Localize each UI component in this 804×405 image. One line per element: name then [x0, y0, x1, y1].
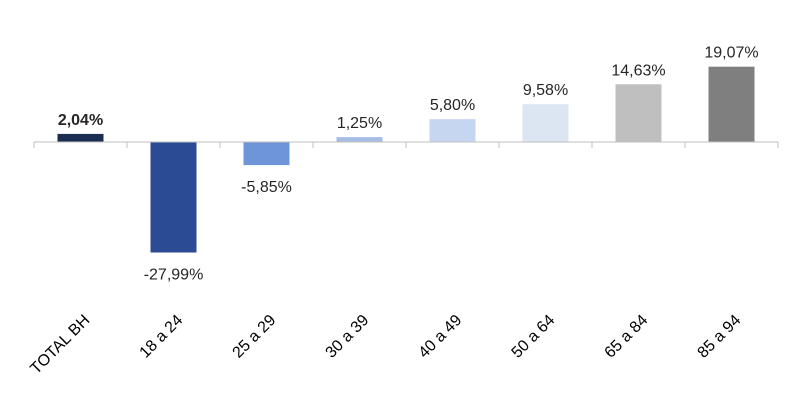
value-label-2: -27,99%	[144, 267, 204, 284]
value-label-3: -5,85%	[241, 179, 292, 196]
tick-label-2: 18 a 24	[137, 312, 187, 362]
bar-7	[615, 84, 662, 142]
tick-label-6: 50 a 64	[509, 312, 559, 362]
value-label-5: 5,80%	[430, 97, 475, 114]
tick-label-7: 65 a 84	[602, 312, 652, 362]
value-label-7: 14,63%	[611, 62, 665, 79]
value-label-4: 1,25%	[337, 115, 382, 132]
bar-8	[708, 66, 755, 142]
x-axis	[33, 141, 779, 148]
tick-label-1: TOTAL BH	[27, 312, 93, 378]
value-labels-group: 2,04% -27,99% -5,85% 1,25% 5,80% 9,58% 14,63% 1…	[58, 45, 759, 284]
bar-2	[150, 142, 197, 253]
bar-5	[429, 119, 476, 142]
tick-labels-group: TOTAL BH 18 a 24 25 a 29 30 a 39 40 a 49 50 a…	[27, 312, 744, 378]
bar-4	[336, 137, 383, 142]
tick-label-8: 85 a 94	[695, 312, 745, 362]
value-label-1: 2,04%	[58, 112, 103, 129]
bar-1	[57, 133, 104, 142]
value-label-8: 19,07%	[704, 45, 758, 62]
bars-group	[57, 66, 755, 253]
value-label-6: 9,58%	[523, 82, 568, 99]
bar-6	[522, 104, 569, 142]
tick-label-5: 40 a 49	[416, 312, 466, 362]
tick-label-3: 25 a 29	[230, 312, 280, 362]
bar-3	[243, 142, 290, 166]
tick-label-4: 30 a 39	[323, 312, 373, 362]
